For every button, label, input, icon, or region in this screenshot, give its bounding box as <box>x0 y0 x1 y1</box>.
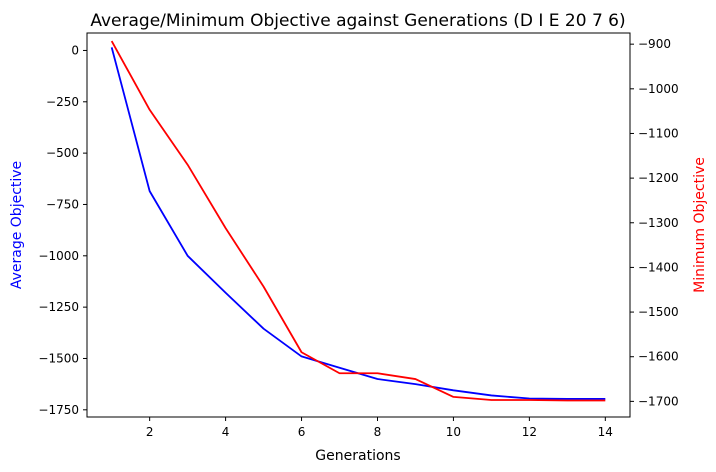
x-tick-label: 10 <box>446 425 461 439</box>
chart-title: Average/Minimum Objective against Genera… <box>90 11 625 31</box>
x-tick-label: 14 <box>598 425 613 439</box>
y-left-tick-label: −1000 <box>38 249 79 263</box>
x-axis: 2 4 6 8 10 12 14 <box>146 417 613 439</box>
y-left-tick-label: −1750 <box>38 403 79 417</box>
y-left-tick-label: −250 <box>46 95 79 109</box>
series-line-minimum <box>110 40 606 402</box>
y-right-tick-label: −1100 <box>638 126 679 140</box>
y-left-tick-label: −1250 <box>38 300 79 314</box>
y-left-tick-label: −1500 <box>38 351 79 365</box>
plot-frame <box>86 32 631 418</box>
x-tick-label: 2 <box>146 425 154 439</box>
x-tick-label: 4 <box>222 425 230 439</box>
y-left-tick-label: −750 <box>46 197 79 211</box>
x-tick-label: 6 <box>298 425 306 439</box>
y-axis-right: −900 −1000 −1100 −1200 −1300 −1400 −1500 −1600 −… <box>630 37 679 408</box>
y-left-tick-label: 0 <box>71 43 79 57</box>
y-right-tick-label: −1400 <box>638 260 679 274</box>
y-right-tick-label: −1000 <box>638 82 679 96</box>
y-axis-left: 0 −250 −500 −750 −1000 −1250 −1500 −1750 <box>38 43 87 417</box>
x-tick-label: 8 <box>374 425 382 439</box>
y-axis-right-label: Minimum Objective <box>692 157 708 293</box>
y-right-tick-label: −1700 <box>638 394 679 408</box>
y-left-tick-label: −500 <box>46 146 79 160</box>
y-axis-left-label: Average Objective <box>9 161 25 289</box>
y-right-tick-label: −1600 <box>638 350 679 364</box>
y-right-tick-label: −1200 <box>638 171 679 185</box>
x-axis-label: Generations <box>315 448 400 464</box>
x-tick-label: 12 <box>522 425 537 439</box>
y-right-tick-label: −900 <box>638 37 671 51</box>
series-layer <box>110 40 606 402</box>
y-right-tick-label: −1300 <box>638 216 679 230</box>
y-right-tick-label: −1500 <box>638 305 679 319</box>
